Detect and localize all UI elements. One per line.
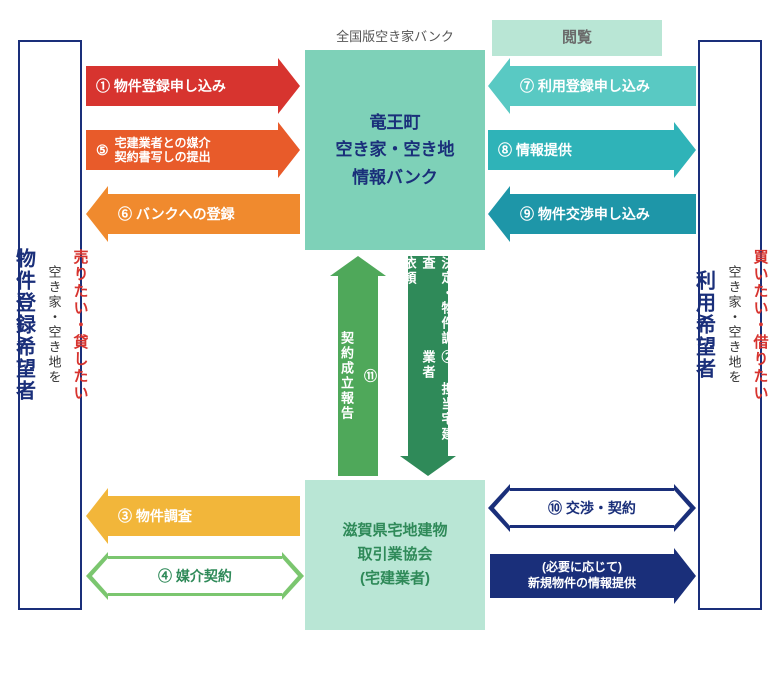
arrow-4-label: ④ 媒介契約 <box>108 556 282 596</box>
arrow-2: 決定・物件調査依頼② 担当宅建業者 <box>400 256 456 476</box>
arrow-8-label: ⑧ 情報提供 <box>488 130 674 170</box>
arrow-7: ⑦ 利用登録申し込み <box>488 58 696 114</box>
arrow-1: ① 物件登録申し込み <box>86 58 300 114</box>
flowchart-stage: 物件登録希望者空き家・空き地を売りたい・貸したい利用希望者空き家・空き地を買いた… <box>0 0 780 680</box>
left-panel-title: 物件登録希望者 <box>10 248 39 402</box>
top-label: 全国版空き家バンク <box>305 26 485 45</box>
arrow-2-label: 決定・物件調査依頼② 担当宅建業者 <box>408 256 448 456</box>
arrow-note-label: (必要に応じて)新規物件の情報提供 <box>490 554 674 598</box>
arrow-7-label: ⑦ 利用登録申し込み <box>510 66 696 106</box>
arrow-4: ④ 媒介契約 <box>86 552 304 600</box>
left-panel-sub2: 売りたい・貸したい <box>70 249 91 402</box>
left-panel-sub1: 空き家・空き地を <box>45 265 64 385</box>
arrow-3-label: ③ 物件調査 <box>108 496 300 536</box>
arrow-8: ⑧ 情報提供 <box>488 122 696 178</box>
arrow-3: ③ 物件調査 <box>86 488 300 544</box>
arrow-5-label: ⑤宅建業者との媒介契約書写しの提出 <box>86 130 278 170</box>
arrow-1-label: ① 物件登録申し込み <box>86 66 278 106</box>
browse-tab: 閲覧 <box>492 20 662 56</box>
arrow-10: ⑩ 交渉・契約 <box>488 484 696 532</box>
arrow-9: ⑨ 物件交渉申し込み <box>488 186 696 242</box>
arrow-10-label: ⑩ 交渉・契約 <box>510 488 674 528</box>
right-panel-sub1: 空き家・空き地を <box>725 265 744 385</box>
arrow-6: ⑥ バンクへの登録 <box>86 186 300 242</box>
arrow-11: ⑪契約成立報告 <box>330 256 386 476</box>
right-panel: 利用希望者空き家・空き地を買いたい・借りたい <box>698 40 762 610</box>
right-panel-title: 利用希望者 <box>690 270 719 380</box>
left-panel: 物件登録希望者空き家・空き地を売りたい・貸したい <box>18 40 82 610</box>
arrow-6-label: ⑥ バンクへの登録 <box>108 194 300 234</box>
arrow-11-label: ⑪契約成立報告 <box>338 276 378 476</box>
arrow-note: (必要に応じて)新規物件の情報提供 <box>490 548 696 604</box>
center-bank-box: 竜王町 空き家・空き地 情報バンク <box>305 50 485 250</box>
arrow-5: ⑤宅建業者との媒介契約書写しの提出 <box>86 122 300 178</box>
right-panel-sub2: 買いたい・借りたい <box>750 249 771 402</box>
center-assoc-box: 滋賀県宅地建物 取引業協会 (宅建業者) <box>305 480 485 630</box>
arrow-9-label: ⑨ 物件交渉申し込み <box>510 194 696 234</box>
